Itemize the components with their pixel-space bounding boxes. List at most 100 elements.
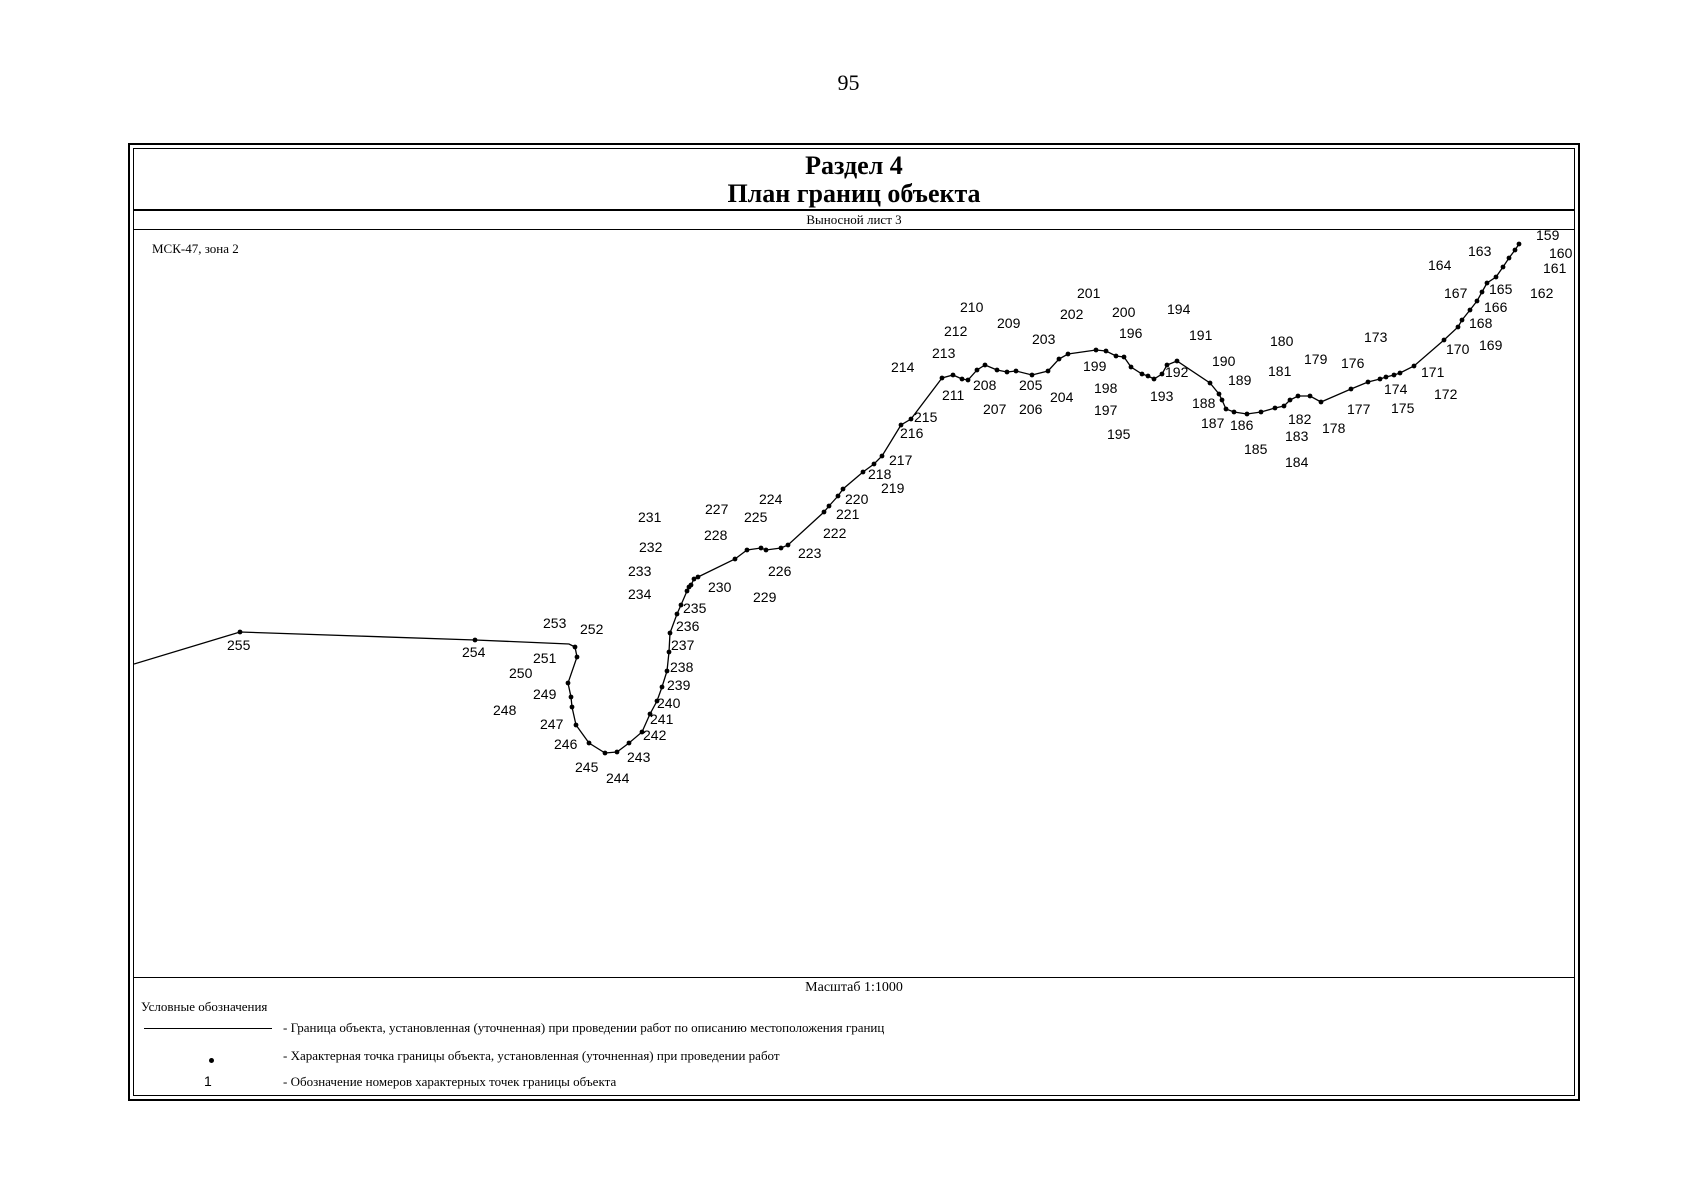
point-number-label-192: 192 bbox=[1165, 364, 1189, 380]
point-number-label-221: 221 bbox=[836, 506, 860, 522]
boundary-point-197 bbox=[1128, 364, 1134, 370]
boundary-point-symbol bbox=[142, 1045, 272, 1067]
point-number-label-162: 162 bbox=[1530, 285, 1554, 301]
point-number-label-225: 225 bbox=[744, 509, 768, 525]
legend-item-boundary-line: - Граница объекта, установленная (уточне… bbox=[134, 1017, 1234, 1039]
sheet-label: Выносной лист 3 bbox=[134, 211, 1574, 230]
point-number-label-211: 211 bbox=[942, 387, 965, 403]
boundary-point-174 bbox=[1383, 374, 1389, 380]
point-number-label-169: 169 bbox=[1479, 337, 1503, 353]
boundary-point-177 bbox=[1348, 386, 1354, 392]
boundary-point-182 bbox=[1281, 403, 1287, 409]
boundary-point-236 bbox=[674, 611, 680, 617]
boundary-point-209 bbox=[982, 362, 988, 368]
boundary-point-214 bbox=[939, 375, 945, 381]
point-number-label-224: 224 bbox=[759, 491, 783, 507]
boundary-point-207 bbox=[1004, 369, 1010, 375]
boundary-point-189 bbox=[1216, 391, 1222, 397]
point-number-label-200: 200 bbox=[1112, 304, 1136, 320]
boundary-point-225 bbox=[778, 545, 784, 551]
boundary-point-185 bbox=[1244, 411, 1250, 417]
scale-label: Масштаб 1:1000 bbox=[134, 977, 1574, 996]
boundary-point-241 bbox=[654, 698, 660, 704]
point-number-label-234: 234 bbox=[628, 586, 652, 602]
boundary-point-175 bbox=[1377, 376, 1383, 382]
boundary-point-205 bbox=[1029, 372, 1035, 378]
boundary-point-240 bbox=[659, 684, 665, 690]
point-number-label-227: 227 bbox=[705, 501, 729, 517]
point-number-label-216: 216 bbox=[900, 425, 924, 441]
point-number-label-165: 165 bbox=[1489, 281, 1513, 297]
point-number-label-249: 249 bbox=[533, 686, 557, 702]
point-number-label-252: 252 bbox=[580, 621, 604, 637]
point-number-label-168: 168 bbox=[1469, 315, 1493, 331]
point-number-label-212: 212 bbox=[944, 323, 968, 339]
legend-item-boundary-point: - Характерная точка границы объекта, уст… bbox=[134, 1045, 1234, 1067]
boundary-point-233 bbox=[686, 584, 692, 590]
boundary-point-206 bbox=[1013, 368, 1019, 374]
boundary-point-172 bbox=[1397, 370, 1403, 376]
boundary-point-215 bbox=[908, 416, 914, 422]
point-number-sample: 1 bbox=[204, 1073, 212, 1089]
point-number-label-176: 176 bbox=[1341, 355, 1365, 371]
point-number-label-233: 233 bbox=[628, 563, 652, 579]
point-number-label-164: 164 bbox=[1428, 257, 1452, 273]
boundary-point-176 bbox=[1365, 379, 1371, 385]
point-number-label-255: 255 bbox=[227, 637, 251, 653]
boundary-point-179 bbox=[1307, 393, 1313, 399]
legend-item-text: - Граница объекта, установленная (уточне… bbox=[283, 1020, 885, 1035]
boundary-line-symbol bbox=[142, 1017, 272, 1039]
point-number-label-190: 190 bbox=[1212, 353, 1236, 369]
boundary-point-184 bbox=[1258, 409, 1264, 415]
boundary-point-244 bbox=[626, 740, 632, 746]
boundary-point-204 bbox=[1045, 368, 1051, 374]
point-number-label-230: 230 bbox=[708, 579, 732, 595]
boundary-point-173 bbox=[1391, 372, 1397, 378]
boundary-point-168 bbox=[1459, 317, 1465, 323]
point-number-label-172: 172 bbox=[1434, 386, 1458, 402]
point-number-label-193: 193 bbox=[1150, 388, 1174, 404]
boundary-point-171 bbox=[1411, 363, 1417, 369]
point-number-label-238: 238 bbox=[670, 659, 694, 675]
point-number-label-183: 183 bbox=[1285, 428, 1309, 444]
point-number-label-178: 178 bbox=[1322, 420, 1346, 436]
coordinate-system-label: МСК-47, зона 2 bbox=[152, 241, 239, 256]
point-number-label-210: 210 bbox=[960, 299, 984, 315]
boundary-point-221 bbox=[835, 493, 841, 499]
point-number-label-254: 254 bbox=[462, 644, 486, 660]
point-number-label-174: 174 bbox=[1384, 381, 1408, 397]
point-number-label-229: 229 bbox=[753, 589, 777, 605]
boundary-point-163 bbox=[1493, 274, 1499, 280]
point-number-label-240: 240 bbox=[657, 695, 681, 711]
point-number-label-182: 182 bbox=[1288, 411, 1312, 427]
boundary-point-169 bbox=[1455, 324, 1461, 330]
point-number-label-171: 171 bbox=[1421, 364, 1445, 380]
point-number-label-220: 220 bbox=[845, 491, 869, 507]
point-number-label-188: 188 bbox=[1192, 395, 1216, 411]
point-number-label-197: 197 bbox=[1094, 402, 1118, 418]
point-number-label-218: 218 bbox=[868, 466, 892, 482]
boundary-point-200 bbox=[1103, 348, 1109, 354]
boundary-point-253 bbox=[572, 644, 578, 650]
boundary-point-227 bbox=[758, 545, 764, 551]
point-number-label-170: 170 bbox=[1446, 341, 1470, 357]
point-number-label-196: 196 bbox=[1119, 325, 1143, 341]
boundary-point-188 bbox=[1219, 397, 1225, 403]
legend-item-text: - Обозначение номеров характерных точек … bbox=[283, 1074, 617, 1089]
point-number-label-159: 159 bbox=[1536, 227, 1560, 243]
point-number-label-219: 219 bbox=[881, 480, 905, 496]
boundary-point-245 bbox=[614, 749, 620, 755]
point-number-label-241: 241 bbox=[650, 711, 674, 727]
boundary-point-201 bbox=[1093, 347, 1099, 353]
point-number-label-187: 187 bbox=[1201, 415, 1225, 431]
boundary-point-195 bbox=[1145, 373, 1151, 379]
boundary-point-249 bbox=[569, 704, 575, 710]
point-number-label-235: 235 bbox=[683, 600, 707, 616]
point-number-label-250: 250 bbox=[509, 665, 533, 681]
point-number-label-208: 208 bbox=[973, 377, 997, 393]
legend-title: Условные обозначения bbox=[141, 999, 268, 1014]
boundary-point-193 bbox=[1159, 371, 1165, 377]
title-block: Раздел 4 План границ объекта bbox=[134, 149, 1574, 211]
point-number-label-185: 185 bbox=[1244, 441, 1268, 457]
